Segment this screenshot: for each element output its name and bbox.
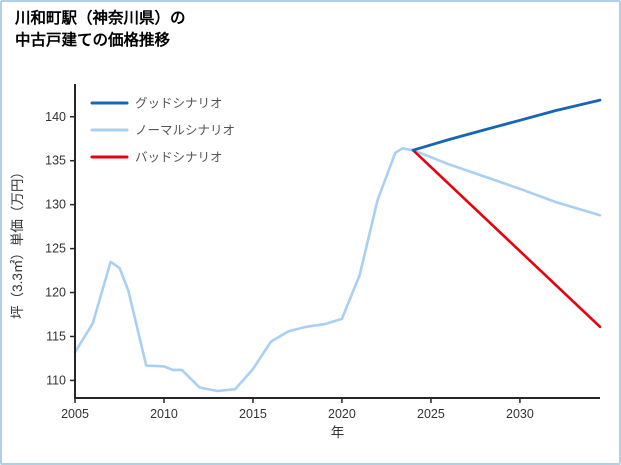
chart-title-line1: 川和町駅（神奈川県）の: [15, 10, 186, 27]
x-tick-label: 2030: [506, 407, 534, 421]
y-tick-label: 120: [45, 286, 66, 300]
series-line: [411, 148, 602, 329]
y-tick-label: 140: [45, 110, 66, 124]
x-axis-label: 年: [331, 425, 345, 440]
x-tick-label: 2010: [150, 407, 178, 421]
y-tick-label: 110: [46, 373, 66, 387]
series-line: [73, 147, 602, 393]
legend-label: ノーマルシナリオ: [135, 124, 235, 138]
y-tick-label: 125: [45, 242, 66, 256]
chart-title: 川和町駅（神奈川県）の 中古戸建ての価格推移: [15, 8, 186, 53]
x-tick-label: 2005: [61, 407, 89, 421]
chart-title-line2: 中古戸建ての価格推移: [15, 32, 171, 50]
y-tick-label: 115: [46, 329, 66, 343]
x-tick-label: 2025: [417, 407, 445, 421]
legend-label: グッドシナリオ: [135, 97, 223, 111]
x-tick-label: 2015: [239, 407, 267, 421]
y-tick-label: 130: [45, 198, 66, 212]
legend-label: バッドシナリオ: [135, 151, 223, 165]
x-tick-label: 2020: [328, 407, 356, 421]
y-tick-label: 135: [45, 154, 66, 168]
series-line: [411, 98, 602, 152]
y-axis-label: 坪（3.3㎡）単価（万円）: [10, 165, 25, 319]
